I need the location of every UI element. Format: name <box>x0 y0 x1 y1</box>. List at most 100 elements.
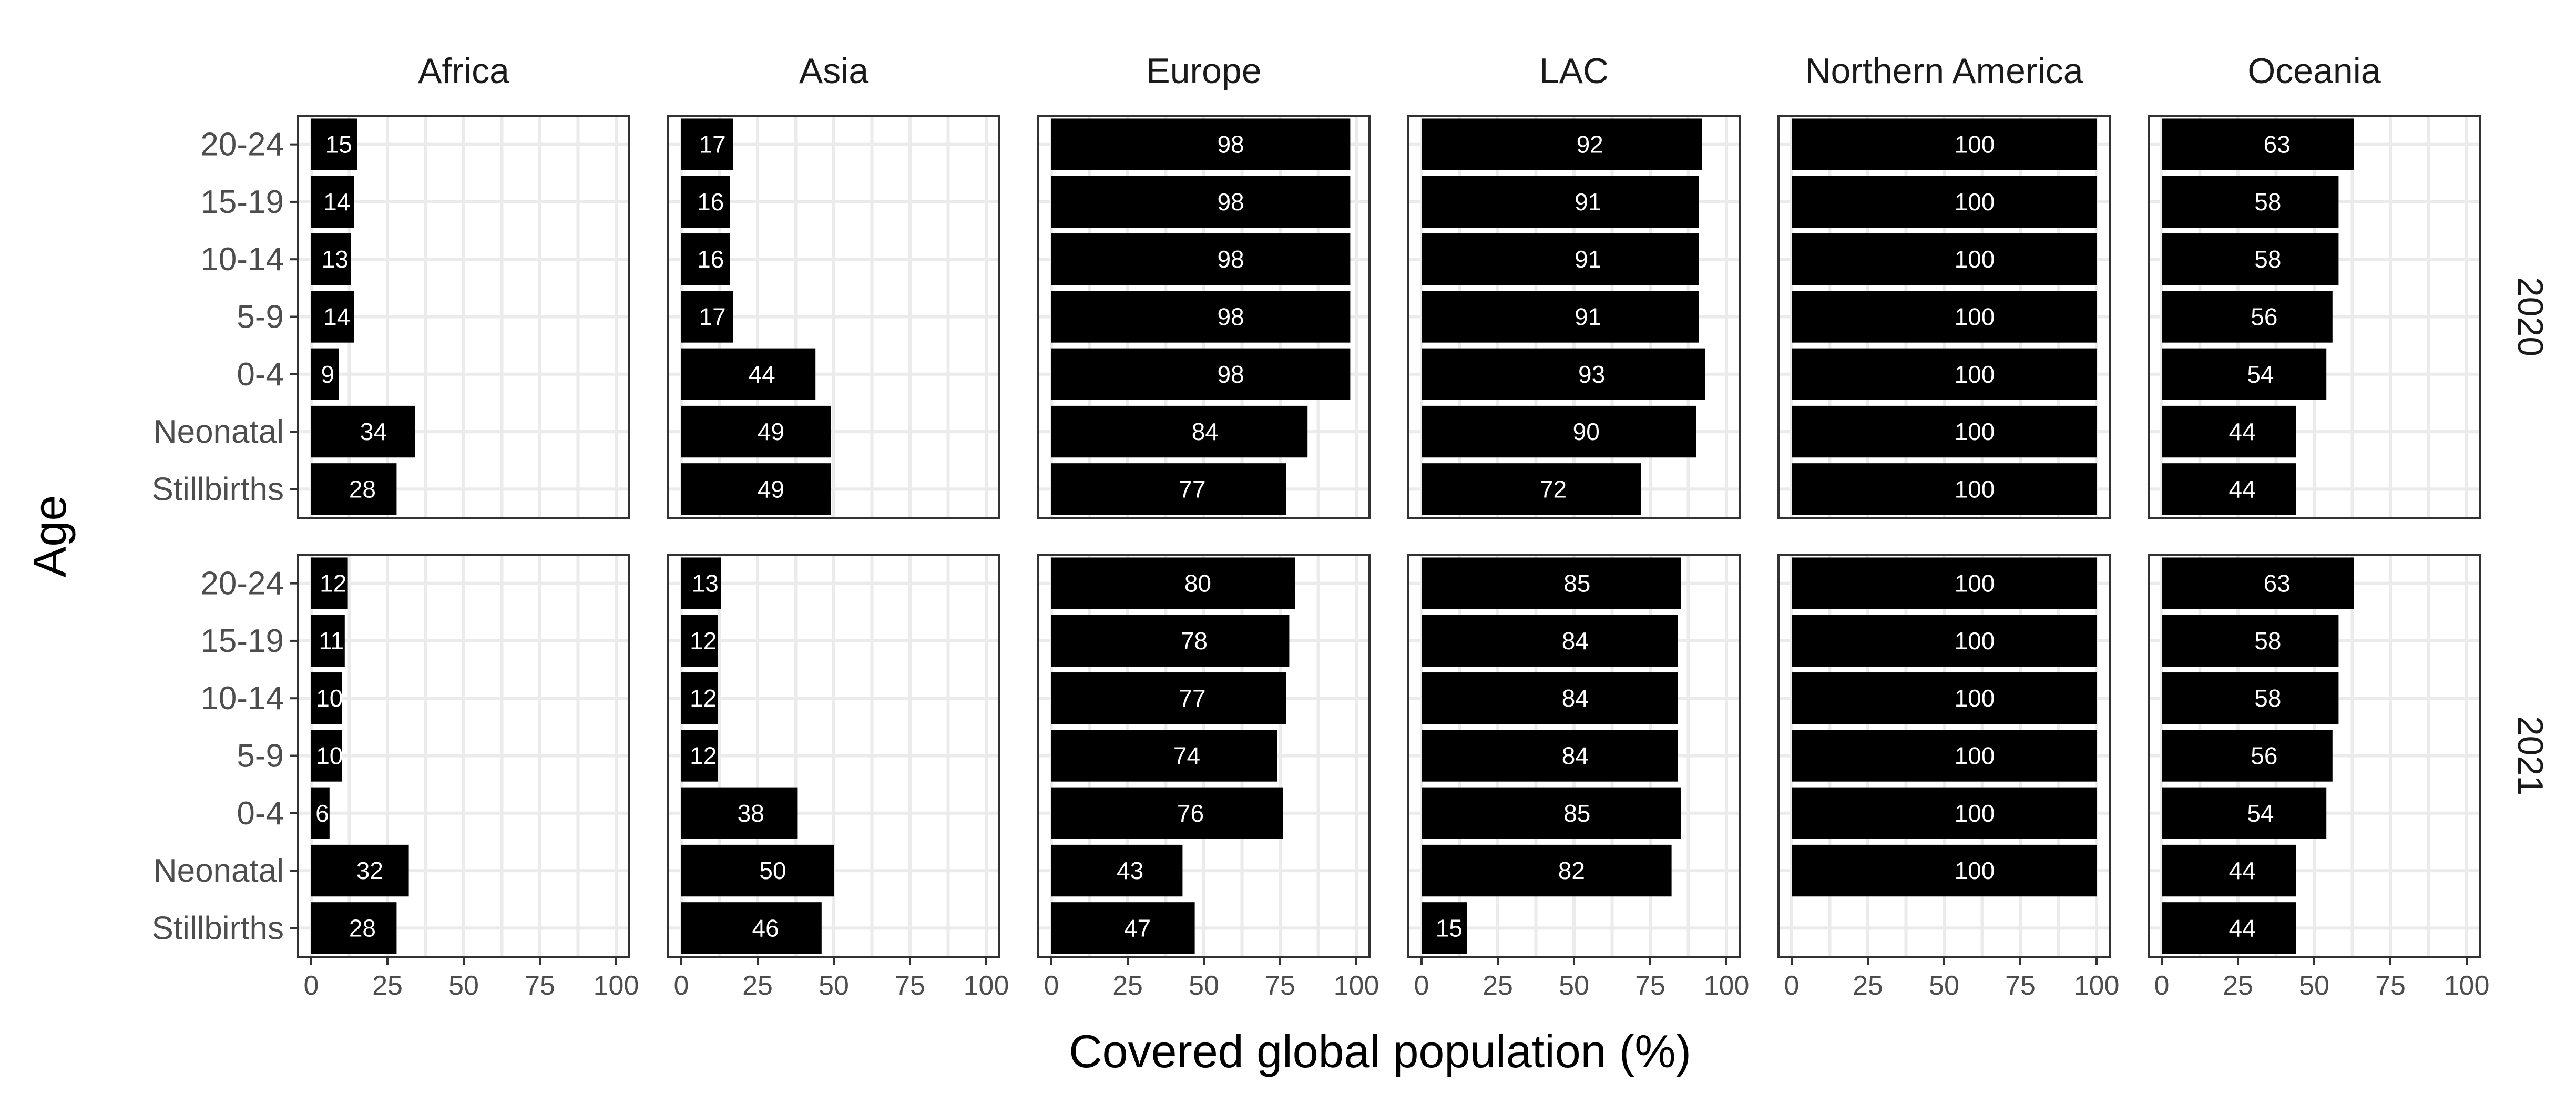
bar-label-africa-2020-stillbirths: 28 <box>349 475 376 503</box>
bar-oceania-2021-stillbirths <box>2162 902 2296 954</box>
bar-africa-2021-0-4 <box>311 787 330 839</box>
bar-label-africa-2021-5-9: 10 <box>316 742 343 770</box>
panel-frame-europe-2020 <box>1037 115 1371 519</box>
x-tick-label: 50 <box>1929 970 1959 1001</box>
bar-asia-2020-15-19 <box>681 176 730 228</box>
bar-label-asia-2020-neonatal: 49 <box>758 418 784 445</box>
bar-oceania-2021-5-9 <box>2162 730 2333 782</box>
bar-lac-2020-neonatal <box>1422 405 1696 458</box>
bar-label-europe-2021-stillbirths: 47 <box>1124 914 1151 942</box>
bar-europe-2020-stillbirths <box>1051 463 1286 515</box>
bar-africa-2021-neonatal <box>311 844 409 897</box>
bar-asia-2021-20-24 <box>681 557 721 609</box>
bar-oceania-2020-neonatal <box>2162 405 2296 458</box>
x-tick-label: 50 <box>1189 970 1219 1001</box>
bar-oceania-2021-neonatal <box>2162 844 2296 897</box>
bar-oceania-2020-20-24 <box>2162 118 2354 170</box>
y-tick-label-2020: 20-24 <box>200 127 284 163</box>
x-tick-label: 100 <box>1704 970 1750 1001</box>
bar-label-oceania-2020-15-19: 58 <box>2254 188 2281 216</box>
bar-europe-2020-5-9 <box>1051 291 1351 343</box>
strip-label-asia: Asia <box>799 51 868 91</box>
bar-oceania-2021-15-19 <box>2162 615 2339 667</box>
bar-label-oceania-2020-20-24: 63 <box>2264 131 2291 158</box>
bar-asia-2020-10-14 <box>681 233 730 285</box>
bar-lac-2021-20-24 <box>1422 557 1681 609</box>
bar-label-oceania-2020-10-14: 58 <box>2254 246 2281 273</box>
bar-asia-2020-neonatal <box>681 405 831 458</box>
bar-asia-2021-stillbirths <box>681 902 822 954</box>
bar-label-lac-2020-20-24: 92 <box>1577 131 1603 158</box>
x-tick-label: 75 <box>895 970 925 1001</box>
bar-label-northern-america-2021-neonatal: 100 <box>1955 857 1995 884</box>
bar-africa-2020-15-19 <box>311 176 354 228</box>
bar-label-africa-2021-20-24: 12 <box>320 570 346 597</box>
x-tick-label: 50 <box>2299 970 2329 1001</box>
y-tick-label-2020: 15-19 <box>200 184 284 220</box>
bar-northern-america-2021-15-19 <box>1792 615 2097 667</box>
strip-label-oceania: Oceania <box>2247 51 2380 91</box>
x-tick-label: 50 <box>819 970 849 1001</box>
bar-asia-2021-10-14 <box>681 672 718 724</box>
bar-label-europe-2020-0-4: 98 <box>1217 361 1244 388</box>
bar-lac-2020-0-4 <box>1422 348 1705 400</box>
bar-northern-america-2020-15-19 <box>1792 176 2097 228</box>
bar-label-northern-america-2020-5-9: 100 <box>1955 303 1995 331</box>
y-tick-label-2020: 0-4 <box>237 356 284 393</box>
bar-label-asia-2021-0-4: 38 <box>738 800 764 827</box>
bar-africa-2021-5-9 <box>311 730 342 782</box>
bar-label-northern-america-2020-15-19: 100 <box>1955 188 1995 216</box>
bar-label-asia-2021-5-9: 12 <box>690 742 717 770</box>
bar-label-lac-2020-5-9: 91 <box>1575 303 1601 331</box>
panel-frame-asia-2020 <box>667 115 1000 519</box>
bar-northern-america-2020-5-9 <box>1792 291 2097 343</box>
strip-label-2020: 2020 <box>2510 277 2550 356</box>
bar-africa-2020-20-24 <box>311 118 357 170</box>
x-axis-title: Covered global population (%) <box>1069 1025 1691 1077</box>
bar-europe-2021-5-9 <box>1051 730 1277 782</box>
bar-asia-2020-stillbirths <box>681 463 831 515</box>
y-tick-label-2020: 5-9 <box>237 299 284 335</box>
bar-label-oceania-2020-5-9: 56 <box>2251 303 2277 331</box>
bar-africa-2020-0-4 <box>311 348 339 400</box>
bar-label-europe-2020-5-9: 98 <box>1217 303 1244 331</box>
bar-lac-2020-stillbirths <box>1422 463 1641 515</box>
bar-oceania-2021-20-24 <box>2162 557 2354 609</box>
bar-europe-2020-10-14 <box>1051 233 1351 285</box>
bar-label-europe-2020-neonatal: 84 <box>1192 418 1219 445</box>
x-tick-label: 75 <box>2375 970 2406 1001</box>
bar-label-asia-2021-stillbirths: 46 <box>752 914 779 942</box>
bar-europe-2021-10-14 <box>1051 672 1286 724</box>
bar-label-europe-2021-20-24: 80 <box>1184 570 1211 597</box>
bar-asia-2021-15-19 <box>681 615 718 667</box>
bar-label-oceania-2021-10-14: 58 <box>2254 684 2281 712</box>
bar-africa-2020-10-14 <box>311 233 351 285</box>
bar-label-asia-2020-5-9: 17 <box>699 303 726 331</box>
bar-lac-2021-5-9 <box>1422 730 1678 782</box>
x-tick-label: 0 <box>304 970 319 1001</box>
bar-label-lac-2020-15-19: 91 <box>1575 188 1601 216</box>
bar-label-asia-2020-15-19: 16 <box>697 188 724 216</box>
bar-northern-america-2021-0-4 <box>1792 787 2097 839</box>
x-tick-label: 100 <box>2074 970 2120 1001</box>
bar-label-northern-america-2021-10-14: 100 <box>1955 684 1995 712</box>
bar-asia-2021-neonatal <box>681 844 834 897</box>
x-tick-label: 75 <box>1635 970 1665 1001</box>
y-tick-label-2020: 10-14 <box>200 241 284 278</box>
bar-europe-2021-20-24 <box>1051 557 1295 609</box>
bar-label-europe-2020-stillbirths: 77 <box>1179 475 1205 503</box>
strip-label-lac: LAC <box>1539 51 1609 91</box>
bar-label-lac-2020-stillbirths: 72 <box>1540 475 1567 503</box>
y-tick-label-2020: Stillbirths <box>151 471 284 507</box>
bar-asia-2021-5-9 <box>681 730 718 782</box>
bar-oceania-2021-10-14 <box>2162 672 2339 724</box>
bar-label-northern-america-2021-5-9: 100 <box>1955 742 1995 770</box>
x-tick-label: 100 <box>594 970 639 1001</box>
bar-asia-2020-5-9 <box>681 291 733 343</box>
y-tick-label-2021: 15-19 <box>200 623 284 659</box>
bar-label-asia-2020-10-14: 16 <box>697 246 724 273</box>
panel-frame-lac-2020 <box>1407 115 1741 519</box>
bar-label-europe-2021-neonatal: 43 <box>1117 857 1143 884</box>
bar-lac-2021-0-4 <box>1422 787 1681 839</box>
